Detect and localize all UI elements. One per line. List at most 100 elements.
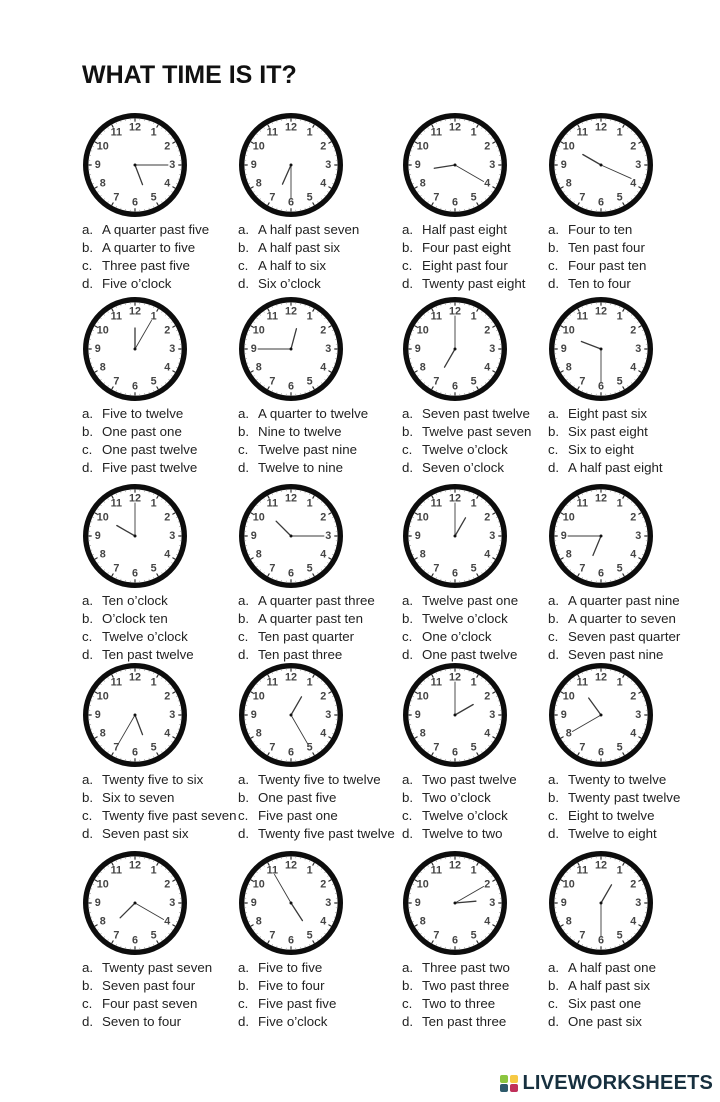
svg-text:11: 11 xyxy=(577,677,588,689)
svg-text:10: 10 xyxy=(563,140,575,152)
svg-text:2: 2 xyxy=(484,690,490,702)
svg-text:2: 2 xyxy=(164,140,170,152)
svg-text:2: 2 xyxy=(484,140,490,152)
svg-text:9: 9 xyxy=(95,343,101,355)
svg-text:12: 12 xyxy=(129,122,141,134)
svg-text:10: 10 xyxy=(253,324,265,336)
svg-text:4: 4 xyxy=(320,549,326,561)
svg-text:6: 6 xyxy=(132,746,138,758)
svg-text:11: 11 xyxy=(267,311,278,323)
svg-text:6: 6 xyxy=(452,934,458,946)
svg-text:11: 11 xyxy=(431,677,442,689)
svg-text:8: 8 xyxy=(566,916,572,928)
svg-text:9: 9 xyxy=(251,530,257,542)
svg-text:3: 3 xyxy=(325,709,331,721)
svg-text:4: 4 xyxy=(484,916,490,928)
svg-text:10: 10 xyxy=(97,324,109,336)
svg-text:10: 10 xyxy=(417,878,429,890)
svg-text:2: 2 xyxy=(484,324,490,336)
svg-text:12: 12 xyxy=(129,672,141,684)
svg-text:3: 3 xyxy=(169,159,175,171)
svg-text:3: 3 xyxy=(635,530,641,542)
svg-text:3: 3 xyxy=(635,159,641,171)
svg-text:6: 6 xyxy=(132,196,138,208)
svg-text:9: 9 xyxy=(95,897,101,909)
svg-text:8: 8 xyxy=(420,916,426,928)
svg-text:5: 5 xyxy=(151,929,157,941)
svg-text:12: 12 xyxy=(595,860,607,872)
svg-text:9: 9 xyxy=(561,159,567,171)
svg-text:3: 3 xyxy=(169,530,175,542)
svg-text:10: 10 xyxy=(563,511,575,523)
svg-text:10: 10 xyxy=(97,690,109,702)
svg-text:8: 8 xyxy=(420,728,426,740)
svg-text:8: 8 xyxy=(100,728,106,740)
svg-text:1: 1 xyxy=(307,311,313,323)
svg-text:4: 4 xyxy=(484,728,490,740)
svg-text:5: 5 xyxy=(617,562,623,574)
svg-text:7: 7 xyxy=(113,191,119,203)
svg-text:7: 7 xyxy=(433,375,439,387)
svg-text:12: 12 xyxy=(595,306,607,318)
svg-text:7: 7 xyxy=(433,562,439,574)
svg-text:5: 5 xyxy=(617,741,623,753)
svg-text:3: 3 xyxy=(325,159,331,171)
svg-text:11: 11 xyxy=(431,865,442,877)
svg-text:7: 7 xyxy=(579,929,585,941)
svg-text:10: 10 xyxy=(417,690,429,702)
svg-text:1: 1 xyxy=(617,498,623,510)
svg-text:7: 7 xyxy=(113,562,119,574)
svg-text:1: 1 xyxy=(151,865,157,877)
svg-text:5: 5 xyxy=(151,741,157,753)
svg-text:12: 12 xyxy=(285,122,297,134)
svg-text:12: 12 xyxy=(449,860,461,872)
svg-text:8: 8 xyxy=(420,549,426,561)
svg-text:9: 9 xyxy=(251,343,257,355)
svg-text:5: 5 xyxy=(307,191,313,203)
svg-text:4: 4 xyxy=(164,549,170,561)
svg-text:1: 1 xyxy=(151,677,157,689)
svg-text:12: 12 xyxy=(129,306,141,318)
svg-text:3: 3 xyxy=(489,159,495,171)
svg-text:3: 3 xyxy=(489,530,495,542)
svg-text:7: 7 xyxy=(113,929,119,941)
svg-text:10: 10 xyxy=(253,140,265,152)
svg-text:10: 10 xyxy=(563,878,575,890)
svg-text:1: 1 xyxy=(307,127,313,139)
svg-text:8: 8 xyxy=(566,362,572,374)
svg-text:6: 6 xyxy=(288,380,294,392)
svg-text:1: 1 xyxy=(471,498,477,510)
svg-text:3: 3 xyxy=(169,709,175,721)
svg-text:9: 9 xyxy=(251,159,257,171)
svg-text:7: 7 xyxy=(269,929,275,941)
svg-text:12: 12 xyxy=(129,860,141,872)
svg-text:11: 11 xyxy=(111,498,122,510)
svg-text:12: 12 xyxy=(285,860,297,872)
svg-text:6: 6 xyxy=(598,567,604,579)
svg-text:10: 10 xyxy=(253,690,265,702)
svg-text:11: 11 xyxy=(577,311,588,323)
svg-text:12: 12 xyxy=(285,493,297,505)
svg-text:5: 5 xyxy=(471,741,477,753)
svg-text:11: 11 xyxy=(431,127,442,139)
svg-text:4: 4 xyxy=(484,362,490,374)
svg-text:5: 5 xyxy=(307,375,313,387)
svg-text:6: 6 xyxy=(452,380,458,392)
svg-text:7: 7 xyxy=(579,191,585,203)
svg-text:3: 3 xyxy=(635,343,641,355)
svg-text:8: 8 xyxy=(566,178,572,190)
svg-text:8: 8 xyxy=(420,178,426,190)
svg-text:10: 10 xyxy=(563,690,575,702)
svg-text:2: 2 xyxy=(164,511,170,523)
svg-text:9: 9 xyxy=(95,530,101,542)
svg-text:4: 4 xyxy=(630,549,636,561)
svg-text:9: 9 xyxy=(561,897,567,909)
svg-text:6: 6 xyxy=(132,567,138,579)
svg-text:5: 5 xyxy=(471,191,477,203)
svg-text:1: 1 xyxy=(471,127,477,139)
svg-text:3: 3 xyxy=(325,530,331,542)
svg-text:9: 9 xyxy=(95,709,101,721)
svg-text:2: 2 xyxy=(320,878,326,890)
svg-text:11: 11 xyxy=(111,127,122,139)
svg-text:1: 1 xyxy=(307,677,313,689)
